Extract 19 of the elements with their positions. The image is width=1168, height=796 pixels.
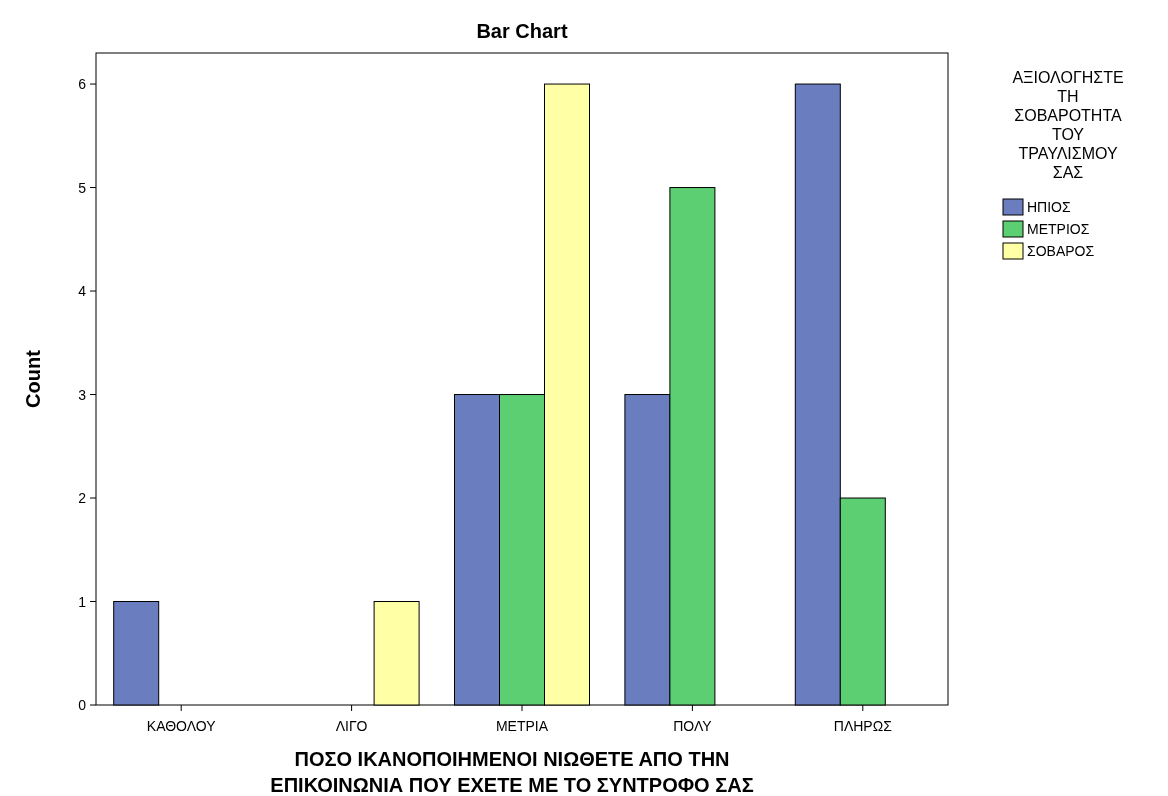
legend-label: ΗΠΙΟΣ <box>1027 199 1071 215</box>
x-tick-label: ΠΟΛΥ <box>673 718 713 734</box>
chart-title: Bar Chart <box>476 20 568 42</box>
legend-title: ΑΞΙΟΛΟΓΗΣΤΕ ΤΗ ΣΟΒΑΡΟΤΗΤΑ ΤΟΥ ΤΡΑΥΛΙΣΜΟΥ ΣΑΣ <box>1012 69 1124 181</box>
x-tick-label: ΜΕΤΡΙΑ <box>495 718 549 734</box>
y-tick-label: 4 <box>78 283 87 300</box>
x-tick-label: ΠΛΗΡΩΣ <box>833 718 893 734</box>
x-tick-label: ΚΑΘΟΛΟΥ <box>146 718 217 734</box>
y-tick-label: 5 <box>78 179 87 196</box>
y-axis-title: Count <box>22 349 44 408</box>
x-axis-title: ΠΟΣΟ ΙΚΑΝΟΠΟΙΗΜΕΝΟΙ ΝΙΩΘΕΤΕ ΑΠΟ ΤΗΝ ΕΠΙΚΟΙΝΩΝΙΑ ΠΟΥ ΕΧΕΤΕ ΜΕ ΤΟ ΣΥΝΤΡΟΦΟ ΣΑΣ <box>270 748 754 796</box>
y-tick-label: 3 <box>78 386 87 403</box>
y-tick-label: 6 <box>78 76 87 93</box>
legend-label: ΜΕΤΡΙΟΣ <box>1027 221 1090 237</box>
x-tick-label: ΛΙΓΟ <box>335 718 368 734</box>
y-tick-label: 0 <box>78 697 87 713</box>
y-tick-label: 2 <box>78 490 87 507</box>
legend-label: ΣΟΒΑΡΟΣ <box>1027 243 1095 259</box>
y-tick-label: 1 <box>78 593 87 610</box>
